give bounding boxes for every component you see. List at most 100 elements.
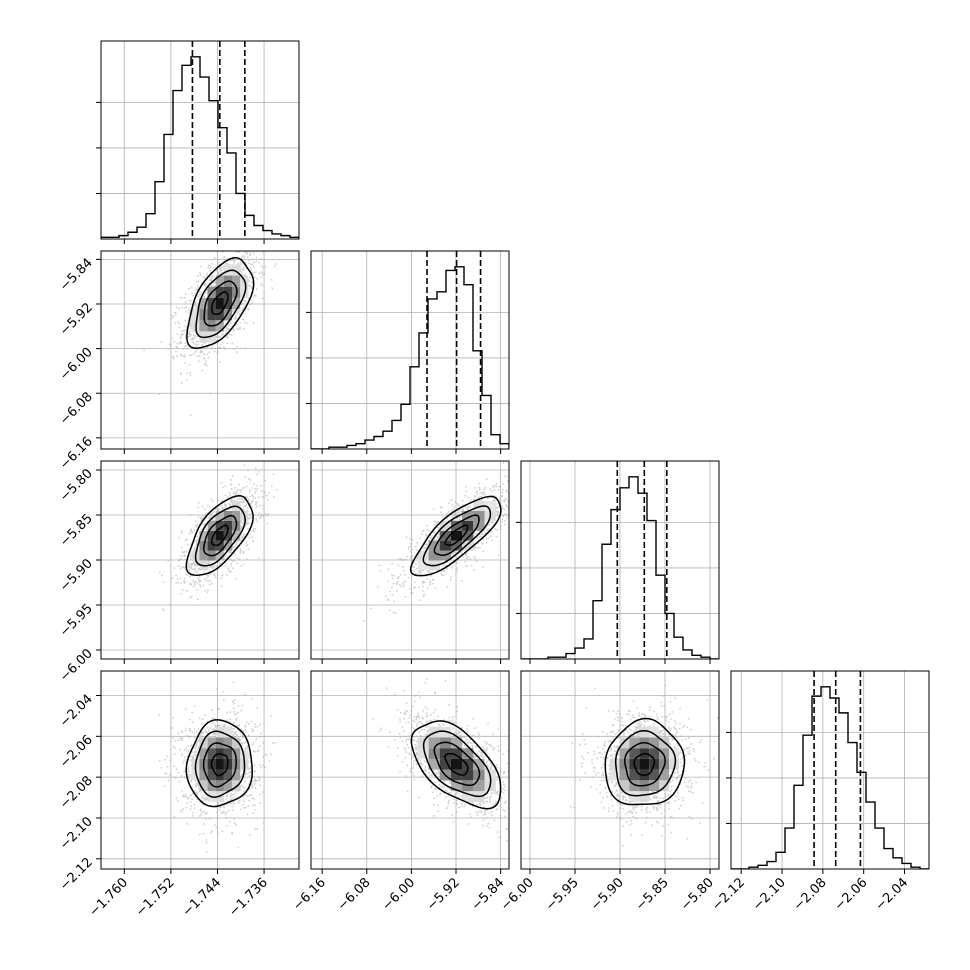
- panel-2-2: [516, 460, 720, 664]
- contour-2: [433, 741, 481, 787]
- density-cell: [240, 748, 249, 759]
- contour-1: [211, 291, 229, 316]
- density-cell: [639, 726, 650, 738]
- density-cell: [232, 748, 241, 759]
- x-tick-label: −1.760: [86, 875, 131, 920]
- density-cell: [199, 737, 208, 749]
- density-cell: [649, 737, 660, 749]
- contour-1: [444, 752, 469, 776]
- density-cell: [215, 309, 224, 321]
- density-cell: [629, 748, 640, 759]
- contour-2: [624, 741, 666, 787]
- density-cell: [215, 511, 224, 521]
- density-cell: [207, 769, 216, 781]
- density-cell: [207, 780, 216, 792]
- y-tick-label: −2.06: [57, 733, 96, 772]
- density-cell: [215, 530, 224, 541]
- y-tick-label: −2.08: [57, 773, 96, 812]
- contour-4: [185, 495, 254, 576]
- density-cell: [462, 758, 474, 770]
- density-cell: [232, 769, 241, 781]
- panel-content: [372, 678, 509, 842]
- panel-content: [158, 464, 278, 612]
- density-cell: [223, 726, 233, 738]
- density-cell: [629, 780, 640, 792]
- density-cell: [215, 275, 224, 287]
- density-cell: [191, 769, 200, 781]
- x-tick-label: −5.95: [543, 875, 582, 914]
- density-cell: [232, 264, 241, 276]
- density-cell: [199, 780, 208, 792]
- density-cell: [439, 748, 451, 759]
- density-cell: [451, 737, 463, 749]
- y-tick-label: −5.85: [57, 511, 96, 550]
- contour-1: [210, 753, 229, 777]
- density-cell: [232, 737, 241, 749]
- y-tick-label: −5.95: [57, 601, 96, 640]
- contour-3: [422, 730, 492, 798]
- density-cell: [462, 540, 474, 551]
- y-tick-label: −6.00: [57, 345, 96, 384]
- y-tick-label: −2.04: [57, 692, 96, 731]
- x-tick-label: −5.80: [678, 875, 717, 914]
- density-cell: [207, 520, 216, 531]
- density-cell: [484, 501, 496, 511]
- panel-1-1: [306, 250, 510, 454]
- density-cell: [417, 550, 429, 561]
- x-tick-label: −6.00: [379, 875, 418, 914]
- density-cell: [223, 286, 233, 298]
- density-cell: [199, 309, 208, 321]
- density-cell: [199, 320, 208, 332]
- density-cell: [439, 758, 451, 770]
- density-cell: [223, 264, 233, 276]
- contour-4: [604, 717, 686, 806]
- panel-frame: [100, 40, 300, 240]
- density-cell: [462, 748, 474, 759]
- density-cell: [659, 780, 669, 792]
- density-cell: [199, 297, 208, 310]
- panel-frame: [520, 670, 720, 870]
- density-cell: [649, 748, 660, 759]
- density-cell: [428, 550, 440, 561]
- contour-4: [410, 720, 502, 810]
- density-cell: [232, 297, 241, 310]
- density-cell: [439, 530, 451, 541]
- x-tick-label: −1.752: [133, 875, 178, 920]
- density-cell: [451, 769, 463, 781]
- x-tick-label: −6.08: [335, 875, 374, 914]
- panel-3-1: −6.16 −6.08 −6.00 −5.92 −5.84: [290, 670, 510, 914]
- contour-4: [186, 257, 255, 350]
- density-cells: [609, 726, 679, 802]
- contour-3: [194, 505, 246, 567]
- density-cell: [639, 758, 650, 770]
- contour-2: [203, 280, 238, 327]
- contour-3: [422, 505, 492, 567]
- density-cell: [451, 758, 463, 770]
- histogram-step: [731, 686, 929, 869]
- x-tick-label: −5.90: [588, 875, 627, 914]
- density-cell: [659, 748, 669, 759]
- contour-2: [202, 742, 237, 788]
- density-cell: [619, 769, 630, 781]
- density-cell: [223, 540, 233, 551]
- y-tick-label: −2.12: [57, 855, 96, 894]
- contour-2: [203, 514, 238, 557]
- panel-3-2: −6.00 −5.95 −5.90 −5.85 −5.80: [498, 670, 720, 914]
- density-cell: [439, 520, 451, 531]
- density-cell: [199, 550, 208, 561]
- density-cell: [428, 758, 440, 770]
- density-cell: [451, 530, 463, 541]
- density-cell: [629, 769, 640, 781]
- density-cell: [232, 511, 241, 521]
- density-cell: [207, 540, 216, 551]
- x-tick-label: −5.85: [633, 875, 672, 914]
- panel-frame: [310, 250, 510, 450]
- density-cell: [199, 530, 208, 541]
- density-cell: [215, 286, 224, 298]
- y-tick-label: −6.08: [57, 389, 96, 428]
- density-cell: [232, 780, 241, 792]
- density-cell: [215, 550, 224, 561]
- y-tick-label: −6.16: [57, 434, 96, 473]
- density-cell: [439, 540, 451, 551]
- density-cell: [451, 520, 463, 531]
